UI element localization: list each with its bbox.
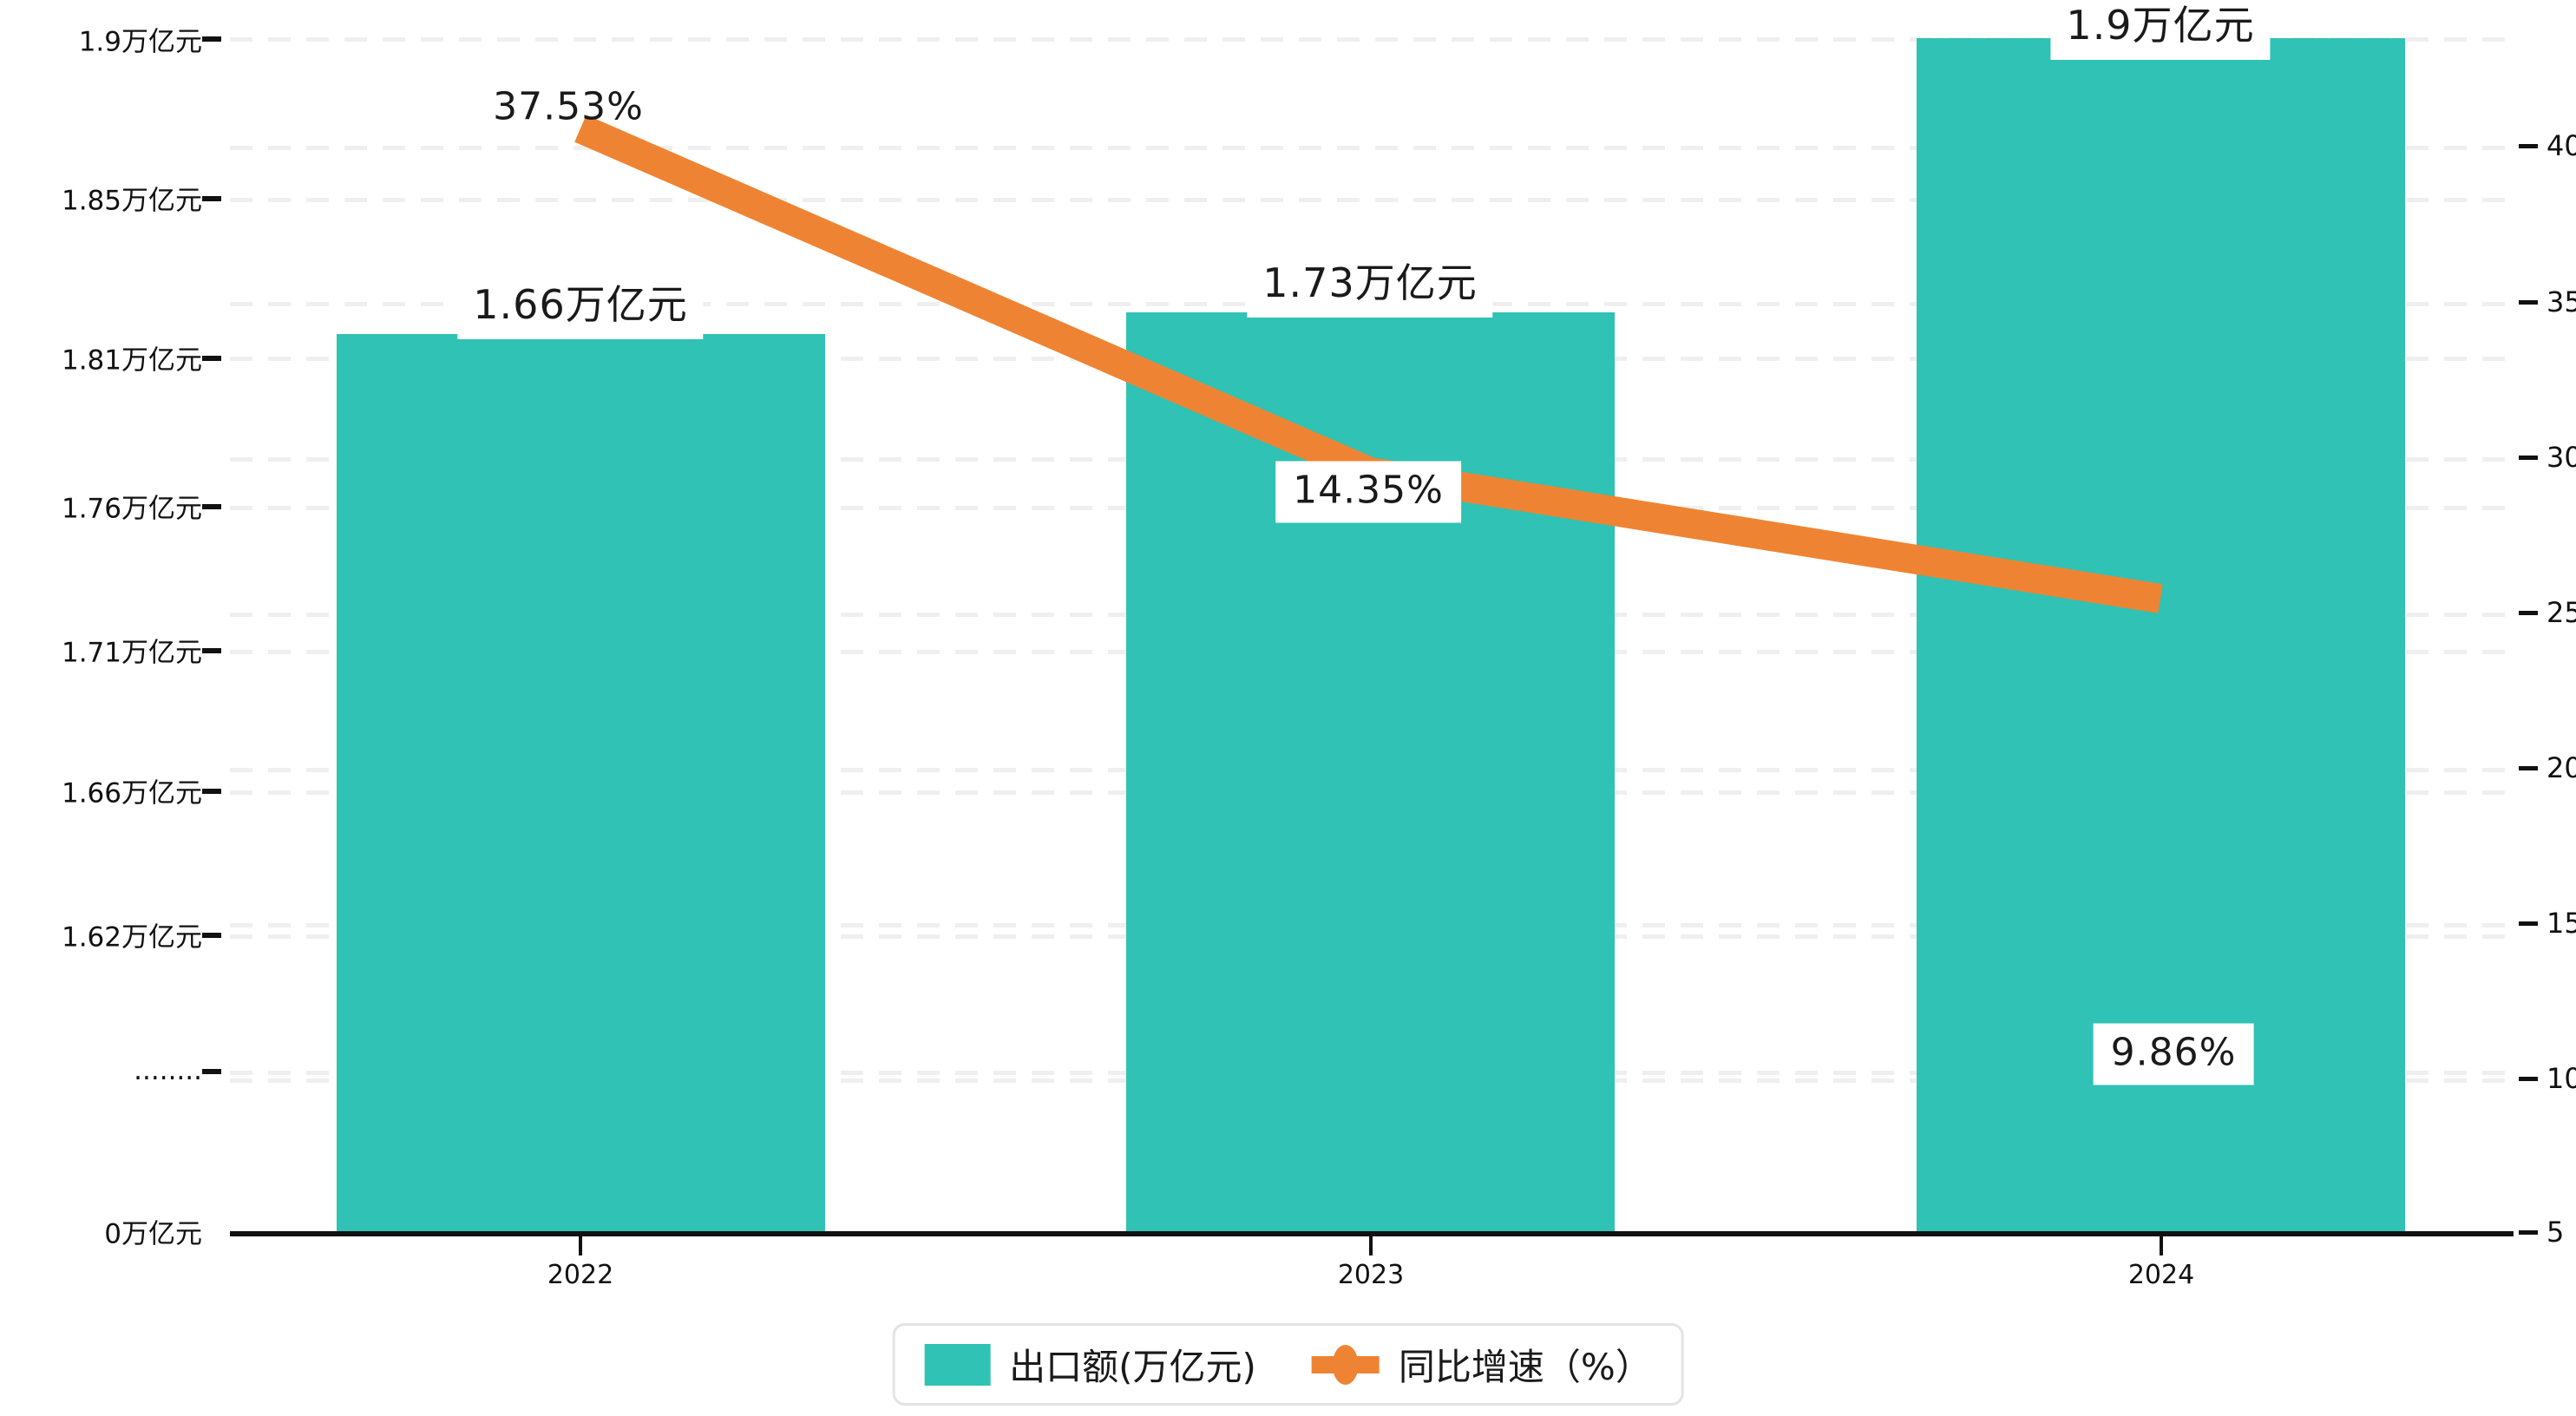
- plot-area: 1.66万亿元 1.73万亿元 1.9万亿元 37.53% 14.35% 9.8…: [202, 0, 2538, 1235]
- y-axis-right-tick: [2519, 1230, 2538, 1235]
- y-axis-right-tick: [2519, 456, 2538, 460]
- y-axis-right-tick: [2519, 1077, 2538, 1081]
- y-axis-right-tick-label: 15: [2547, 907, 2576, 940]
- bar-value-label-2022: 1.66万亿元: [457, 268, 704, 339]
- legend-item-export-volume[interactable]: 出口额(万亿元): [924, 1338, 1256, 1391]
- y-axis-left-tick-label: 1.76万亿元: [61, 493, 202, 525]
- y-axis-right-tick-label: 40: [2547, 129, 2576, 162]
- y-axis-right-tick: [2519, 144, 2538, 148]
- y-axis-right-tick-label: 20: [2547, 751, 2576, 784]
- gridline: [230, 146, 2512, 150]
- bar-2022[interactable]: [337, 334, 825, 1232]
- y-axis-left-tick-label: 1.85万亿元: [61, 185, 202, 217]
- y-axis-right-tick-label: 10: [2547, 1062, 2576, 1095]
- legend-label-export-volume: 出口额(万亿元): [1009, 1346, 1256, 1388]
- y-axis-left-tick-label: 1.62万亿元: [61, 921, 202, 954]
- y-axis-left-tick-label: 1.81万亿元: [61, 344, 202, 377]
- y-axis-left-tick: [202, 196, 221, 201]
- bar-value-label-2023: 1.73万亿元: [1247, 246, 1493, 318]
- y-axis-right-tick: [2519, 300, 2538, 305]
- y-axis-left-tick: [202, 36, 221, 42]
- growth-value-label-2023: 14.35%: [1275, 461, 1461, 523]
- bar-value-label-2024: 1.9万亿元: [2050, 0, 2271, 60]
- y-axis-left-tick: [202, 356, 221, 361]
- y-axis-left-tick-label: 1.9万亿元: [78, 26, 202, 58]
- x-axis-label-2023: 2023: [1337, 1260, 1405, 1290]
- y-axis-left-break-label: ........: [134, 1055, 202, 1086]
- y-axis-right-tick-label: 35: [2547, 285, 2576, 318]
- chart-legend: 出口额(万亿元) 同比增速（%）: [892, 1323, 1684, 1406]
- growth-value-label-2024: 9.86%: [2093, 1023, 2254, 1085]
- y-axis-right-tick: [2519, 921, 2538, 926]
- y-axis-left-tick: [202, 648, 221, 653]
- legend-label-growth-rate: 同比增速（%）: [1398, 1346, 1652, 1388]
- y-axis-left-tick: [202, 1069, 221, 1074]
- y-axis-left-tick: [202, 933, 221, 938]
- x-axis-tick: [579, 1236, 582, 1255]
- legend-bar-swatch-icon: [924, 1343, 991, 1386]
- gridline: [230, 37, 2512, 42]
- y-axis-left-tick: [202, 789, 221, 794]
- y-axis-left-tick-label: 0万亿元: [104, 1218, 202, 1250]
- x-axis-label-2024: 2024: [2127, 1260, 2195, 1290]
- y-axis-left-tick-label: 1.66万亿元: [61, 777, 202, 810]
- x-axis-label-2022: 2022: [547, 1260, 614, 1290]
- y-axis-left-tick-label: 1.71万亿元: [61, 637, 202, 669]
- x-axis-tick: [1369, 1236, 1373, 1255]
- gridline: [230, 198, 2512, 202]
- y-axis-right-tick-label: 25: [2547, 596, 2576, 629]
- y-axis-right-tick-label: 30: [2547, 441, 2576, 474]
- x-axis-tick: [2160, 1236, 2163, 1255]
- legend-item-growth-rate[interactable]: 同比增速（%）: [1311, 1338, 1652, 1391]
- x-axis-line: [230, 1231, 2514, 1236]
- y-axis-right-tick-label: 5: [2547, 1216, 2565, 1249]
- legend-line-swatch-icon: [1311, 1344, 1380, 1385]
- y-axis-right-tick: [2519, 611, 2538, 615]
- growth-value-label-2022: 37.53%: [493, 84, 644, 129]
- line-path: [574, 115, 2163, 613]
- y-axis-left-tick: [202, 504, 221, 509]
- y-axis-right-tick: [2519, 766, 2538, 770]
